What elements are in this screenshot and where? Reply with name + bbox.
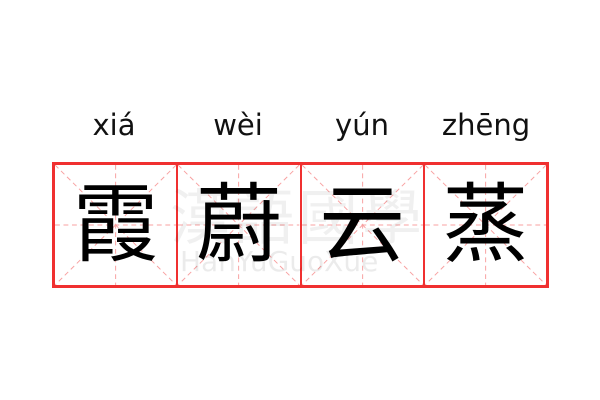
pinyin-1: wèi xyxy=(213,108,263,142)
grid-cell: 蔚 xyxy=(178,165,302,285)
pinyin-2: yún xyxy=(335,108,389,142)
grid-cell: 云 xyxy=(301,165,425,285)
character: 蔚 xyxy=(195,175,282,275)
guide-lines xyxy=(301,165,423,285)
guide-lines xyxy=(55,165,177,285)
grid-cell: 蒸 xyxy=(424,165,546,285)
character: 蒸 xyxy=(442,175,529,275)
guide-lines xyxy=(178,165,300,285)
character: 云 xyxy=(319,175,406,275)
pinyin-3: zhēng xyxy=(441,108,531,142)
grid-cell: 霞 xyxy=(55,165,179,285)
character-grid: 霞 蔚 云 蒸 xyxy=(52,162,549,288)
pinyin-0: xiá xyxy=(92,108,136,142)
guide-lines xyxy=(424,165,546,285)
character: 霞 xyxy=(72,175,159,275)
